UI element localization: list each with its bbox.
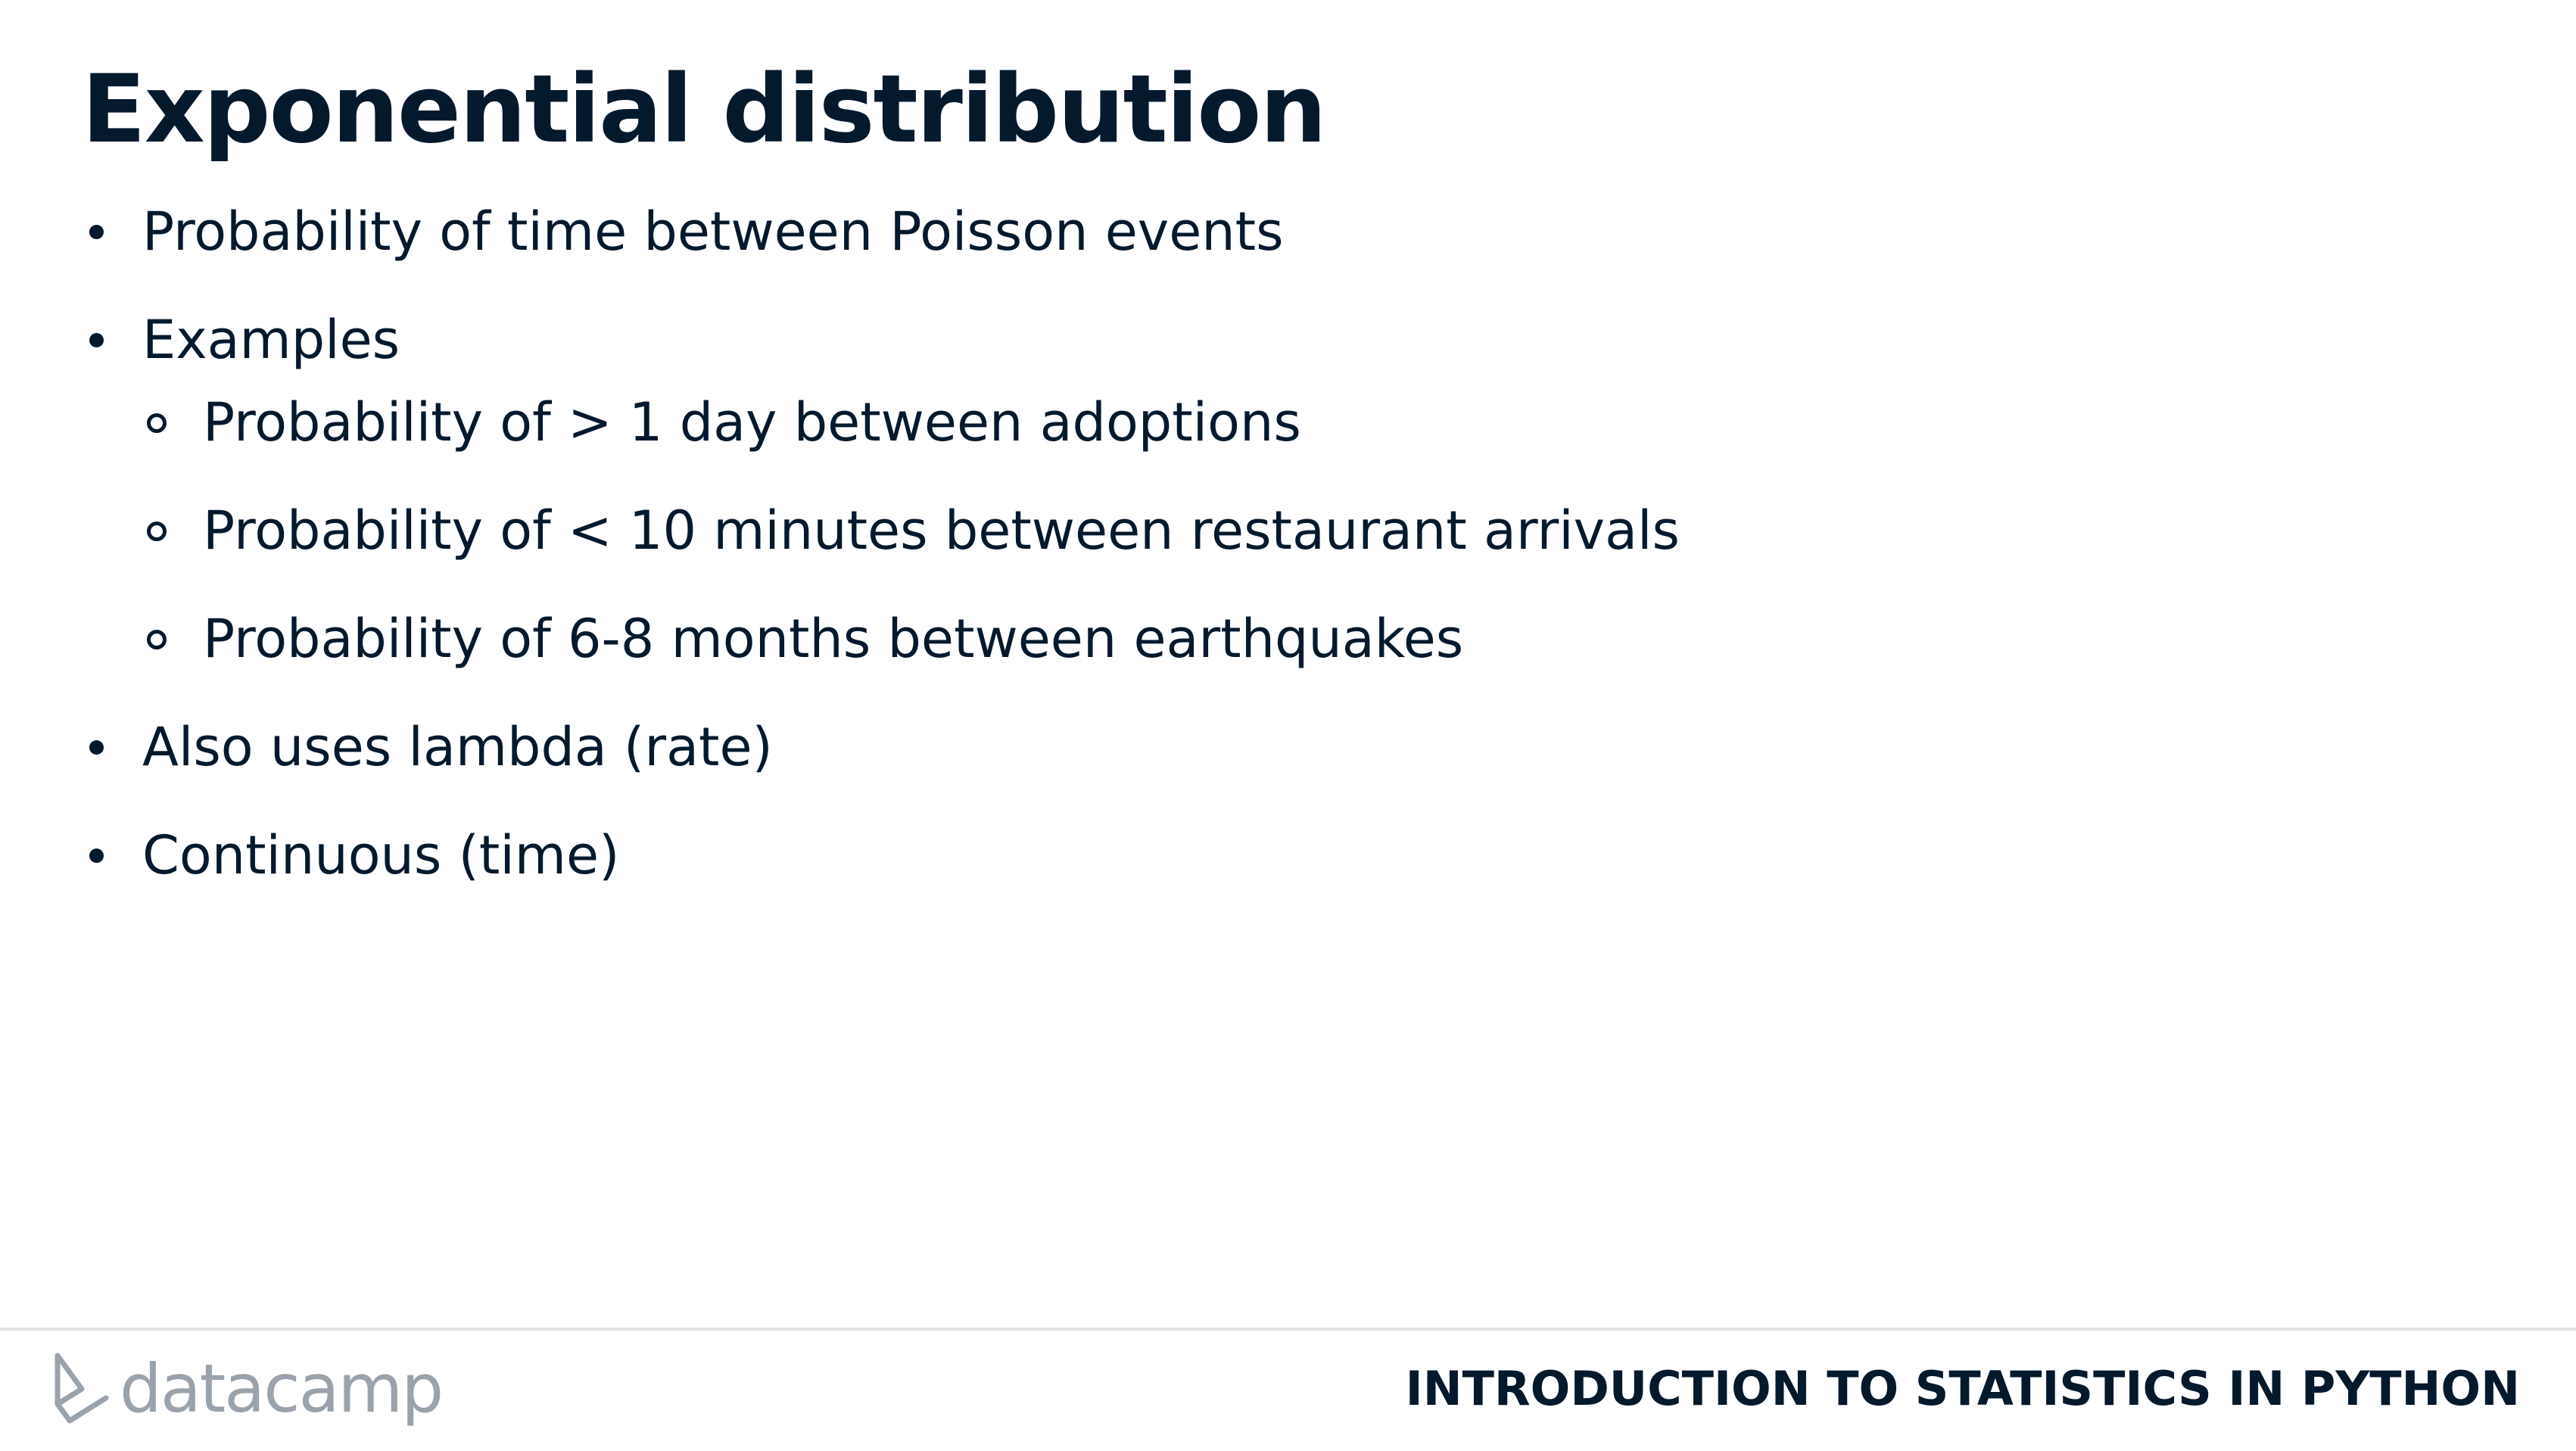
course-title: INTRODUCTION TO STATISTICS IN PYTHON bbox=[1405, 1361, 2520, 1416]
bullet-text: Continuous (time) bbox=[142, 824, 620, 886]
datacamp-logo-icon bbox=[55, 1353, 109, 1424]
sub-bullet-text: Probability of < 10 minutes between rest… bbox=[203, 500, 1680, 562]
bullet-text: Examples bbox=[142, 309, 400, 371]
sub-bullet-circle-icon bbox=[147, 522, 167, 541]
sub-bullet-item: Probability of 6-8 months between earthq… bbox=[147, 601, 1464, 677]
sub-bullet-item: Probability of > 1 day between adoptions bbox=[147, 385, 1301, 460]
datacamp-logo: datacamp bbox=[51, 1347, 444, 1431]
sub-bullet-circle-icon bbox=[147, 413, 167, 433]
footer-divider bbox=[0, 1328, 2576, 1331]
bullet-item: Continuous (time) bbox=[89, 817, 620, 893]
bullet-dot-icon bbox=[89, 333, 104, 347]
bullet-item: Examples bbox=[89, 302, 400, 378]
bullet-text: Probability of time between Poisson even… bbox=[142, 201, 1284, 263]
bullet-text: Also uses lambda (rate) bbox=[142, 716, 773, 778]
bullet-item: Also uses lambda (rate) bbox=[89, 709, 773, 785]
sub-bullet-circle-icon bbox=[147, 630, 167, 649]
sub-bullet-item: Probability of < 10 minutes between rest… bbox=[147, 493, 1680, 568]
slide-title: Exponential distribution bbox=[82, 55, 1327, 164]
sub-bullet-text: Probability of 6-8 months between earthq… bbox=[203, 608, 1464, 670]
sub-bullet-text: Probability of > 1 day between adoptions bbox=[203, 391, 1301, 453]
bullet-dot-icon bbox=[89, 225, 104, 239]
bullet-dot-icon bbox=[89, 740, 104, 755]
bullet-dot-icon bbox=[89, 848, 104, 863]
bullet-item: Probability of time between Poisson even… bbox=[89, 194, 1284, 269]
logo-wordmark: datacamp bbox=[120, 1350, 444, 1428]
